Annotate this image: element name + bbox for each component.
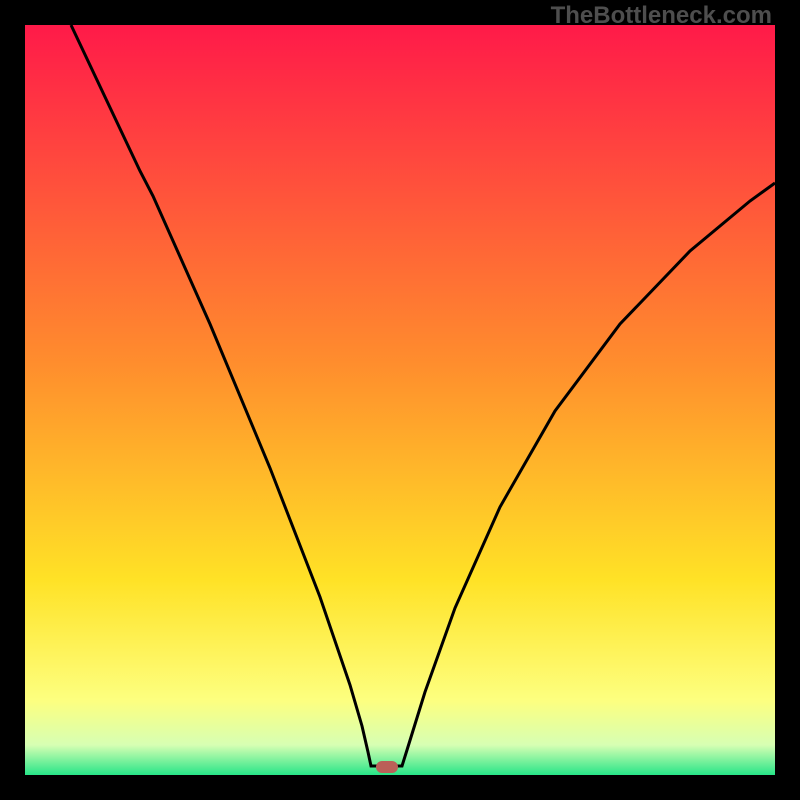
minimum-marker xyxy=(376,761,398,773)
bottleneck-curve xyxy=(0,0,800,800)
chart-frame: TheBottleneck.com xyxy=(0,0,800,800)
curve-path xyxy=(71,25,775,766)
